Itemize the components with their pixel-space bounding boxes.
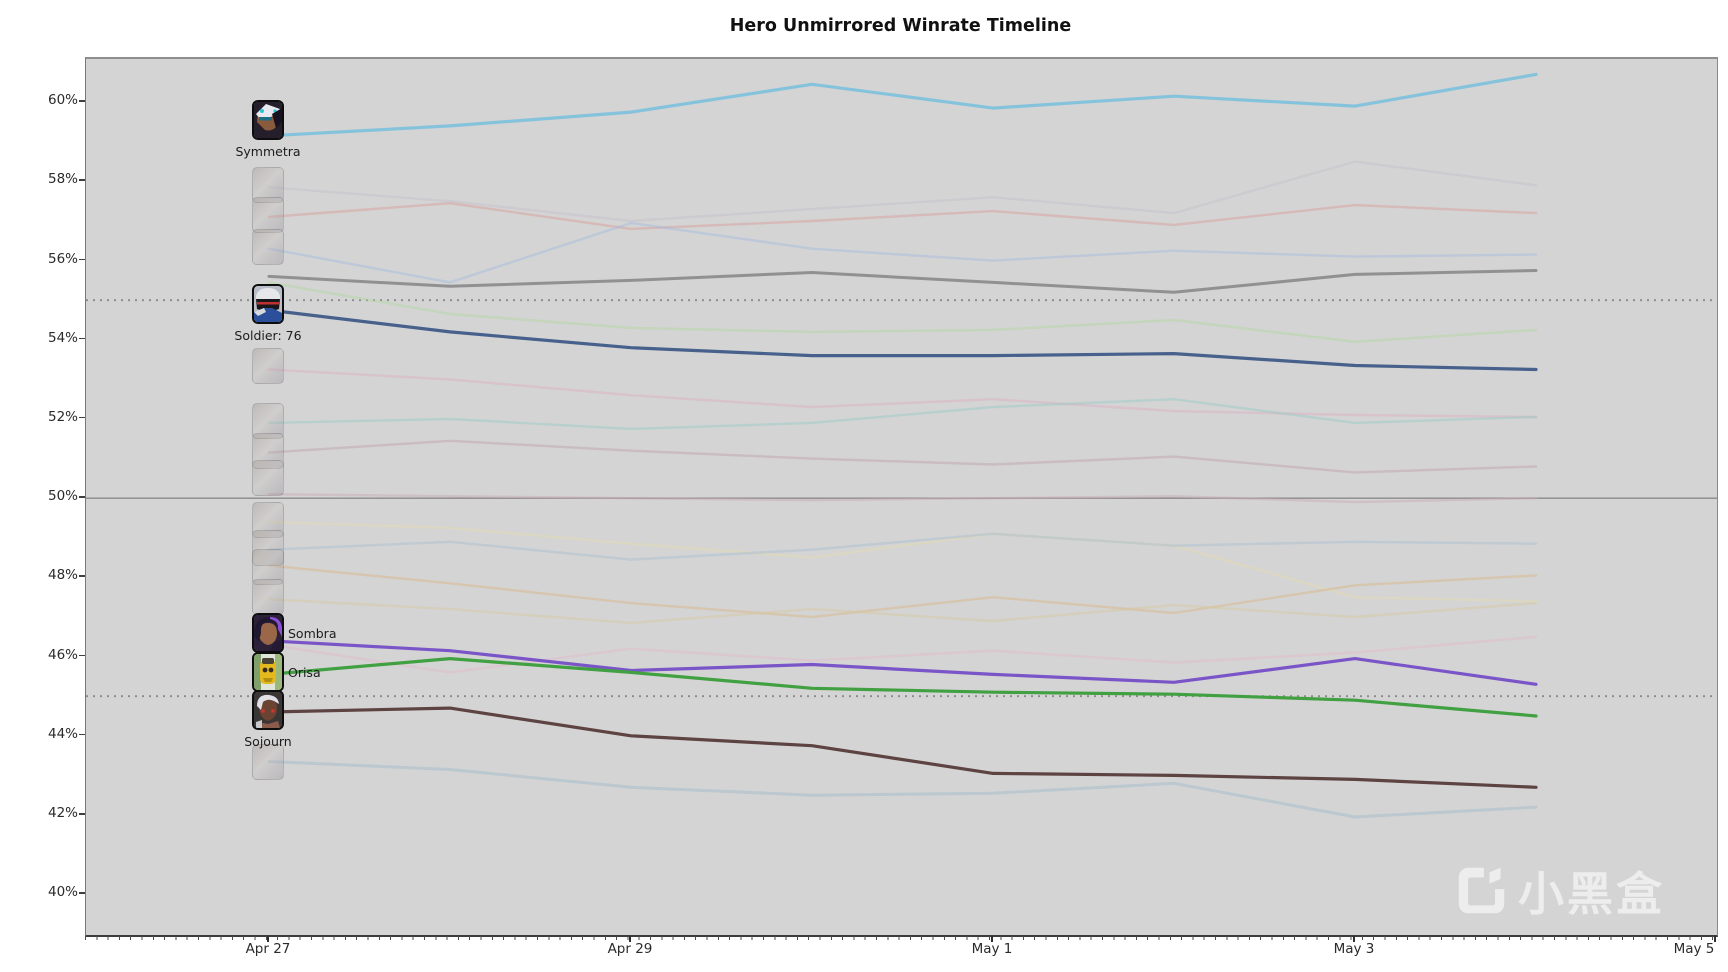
hero-marker-sojourn[interactable]: Sojourn	[244, 690, 292, 749]
sojourn-portrait	[253, 692, 282, 729]
series-line-unlabeled-hero-steel[interactable]	[267, 760, 1538, 819]
background-series-line-2[interactable]	[267, 221, 1538, 284]
x-axis-minor-ticks	[85, 936, 1716, 940]
x-axis-tick-mark	[1714, 936, 1716, 942]
orisa-portrait	[253, 654, 282, 691]
background-series-line-0[interactable]	[267, 160, 1538, 223]
background-series-line-3[interactable]	[267, 281, 1538, 343]
y-axis-tick-mark	[79, 654, 85, 657]
soldier-76-portrait	[253, 286, 282, 323]
background-series-line-9[interactable]	[267, 532, 1538, 561]
y-axis-tick-label-46: 46%	[47, 646, 78, 663]
x-axis-tick-label-apr-29: Apr 29	[607, 941, 653, 957]
y-axis-tick-mark	[79, 337, 85, 340]
x-axis-tick-label-apr-27: Apr 27	[245, 941, 291, 957]
chart-title: Hero Unmirrored Winrate Timeline	[729, 16, 1072, 36]
y-axis-tick-label-40: 40%	[47, 884, 78, 901]
x-axis-tick-mark	[267, 936, 269, 942]
unhighlighted-hero-icon[interactable]	[252, 501, 284, 538]
background-series-line-1[interactable]	[267, 201, 1538, 231]
y-axis-tick-label-42: 42%	[47, 805, 78, 821]
background-series-line-4[interactable]	[267, 368, 1538, 419]
unhighlighted-hero-icon[interactable]	[252, 432, 284, 469]
y-axis-tick-label-48: 48%	[47, 567, 78, 584]
x-axis-tick-label-may-1: May 1	[971, 941, 1013, 957]
y-axis-tick-mark	[79, 733, 85, 736]
unhighlighted-hero-icon[interactable]	[252, 228, 284, 265]
y-axis-tick-mark	[79, 416, 85, 419]
hero-marker-sombra[interactable]: Sombra	[251, 612, 336, 653]
y-axis-tick-mark	[79, 813, 85, 815]
sombra-hero-icon[interactable]	[251, 612, 284, 653]
hero-marker-orisa[interactable]: Orisa	[251, 652, 321, 693]
y-axis-tick-mark	[79, 179, 85, 181]
xiaoheihe-watermark: 小黑盒	[1456, 858, 1665, 924]
x-axis-tick-label-may-3: May 3	[1333, 941, 1375, 957]
orisa-hero-label: Orisa	[287, 665, 321, 681]
unhighlighted-hero-icon[interactable]	[252, 347, 284, 384]
y-axis-tick-mark	[79, 575, 85, 577]
sombra-hero-label: Sombra	[287, 625, 337, 641]
plot-area	[85, 57, 1718, 937]
orisa-hero-icon[interactable]	[251, 652, 284, 693]
background-series-line-10[interactable]	[267, 564, 1538, 619]
x-axis-tick-mark	[1353, 936, 1355, 942]
series-line-orisa[interactable]	[267, 656, 1538, 718]
soldier-76-hero-icon[interactable]	[251, 284, 284, 325]
series-line-sojourn[interactable]	[267, 706, 1538, 789]
winrate-line-chart	[86, 72, 1717, 819]
hero-marker-symmetra[interactable]: Symmetra	[235, 99, 301, 159]
unhighlighted-hero-icon[interactable]	[252, 402, 284, 439]
series-line-soldier-76[interactable]	[267, 308, 1538, 372]
y-axis-tick-mark	[79, 496, 85, 498]
unhighlighted-hero-icon[interactable]	[252, 167, 284, 204]
x-axis-tick-mark	[991, 936, 993, 942]
soldier-76-hero-label: Soldier: 76	[234, 328, 302, 344]
y-axis-tick-label-50: 50%	[47, 488, 78, 505]
xiaoheihe-watermark-text: 小黑盒	[1518, 867, 1665, 921]
xiaoheihe-box-logo-icon	[1458, 867, 1505, 914]
x-axis-tick-label-may-5: May 5	[1673, 941, 1715, 957]
unhighlighted-hero-icon[interactable]	[252, 549, 284, 586]
y-axis-tick-label-44: 44%	[47, 725, 78, 742]
sojourn-hero-label: Sojourn	[244, 734, 292, 750]
x-axis-tick-mark	[629, 936, 631, 942]
y-axis-tick-mark	[79, 100, 85, 102]
sojourn-hero-icon[interactable]	[251, 690, 284, 731]
y-axis-tick-label-58: 58%	[47, 171, 78, 188]
symmetra-hero-label: Symmetra	[235, 143, 301, 159]
background-series-line-6[interactable]	[267, 439, 1538, 474]
series-line-symmetra[interactable]	[267, 72, 1538, 138]
background-series-line-7[interactable]	[267, 493, 1538, 504]
y-axis-tick-mark	[79, 892, 85, 894]
y-axis-tick-mark	[79, 258, 85, 261]
series-line-unlabeled-hero-gray[interactable]	[267, 269, 1538, 294]
background-series-line-11[interactable]	[267, 598, 1538, 625]
y-axis-tick-label-52: 52%	[47, 408, 78, 425]
background-series-line-8[interactable]	[267, 520, 1538, 603]
unhighlighted-hero-icon[interactable]	[252, 460, 284, 497]
y-axis-tick-label-60: 60%	[47, 92, 78, 109]
symmetra-portrait	[253, 101, 282, 138]
series-line-sombra[interactable]	[267, 639, 1538, 686]
unhighlighted-hero-icon[interactable]	[252, 743, 284, 780]
unhighlighted-hero-icon[interactable]	[252, 579, 284, 616]
hero-marker-soldier-76[interactable]: Soldier: 76	[234, 284, 302, 343]
unhighlighted-hero-icon[interactable]	[252, 529, 284, 566]
y-axis-tick-label-54: 54%	[47, 329, 78, 346]
unhighlighted-hero-icon[interactable]	[252, 197, 284, 233]
background-series-line-12[interactable]	[267, 635, 1538, 674]
symmetra-hero-icon[interactable]	[251, 99, 284, 140]
background-series-line-5[interactable]	[267, 398, 1538, 431]
y-axis-tick-label-56: 56%	[47, 250, 78, 267]
sombra-portrait	[253, 614, 282, 651]
